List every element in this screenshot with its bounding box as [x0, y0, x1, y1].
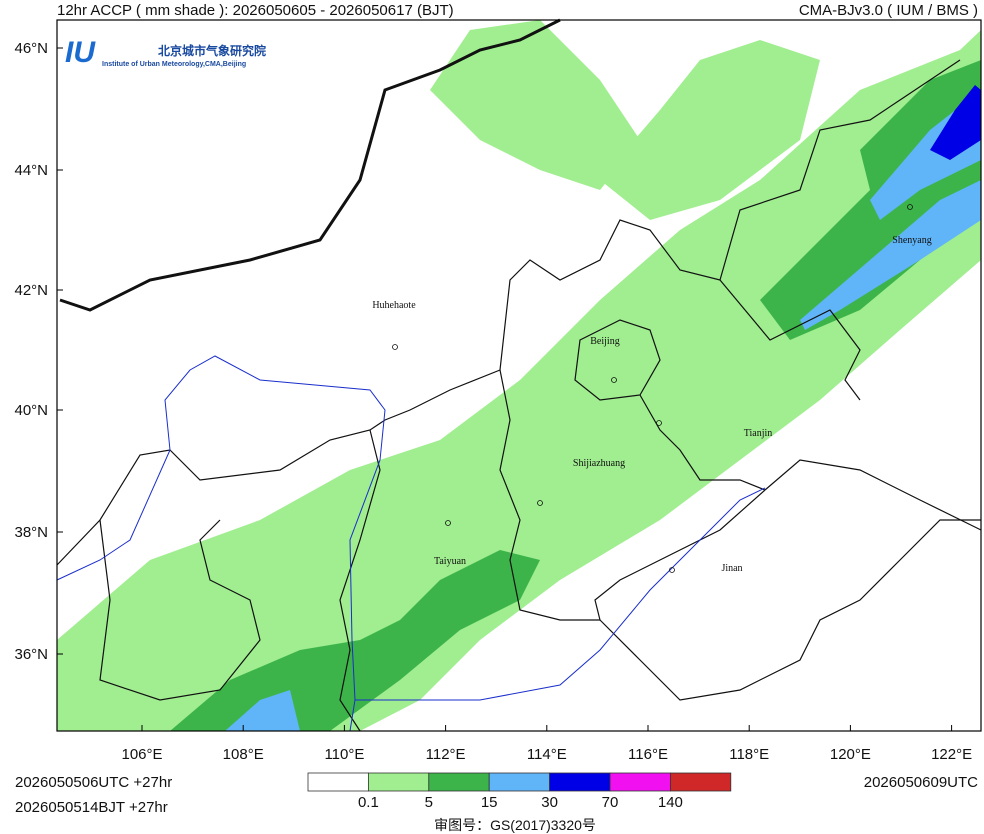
init-bjt: 2026050514BJT +27hr — [15, 799, 168, 816]
valid-time: 2026050609UTC — [864, 774, 978, 791]
lon-label: 110°E — [324, 746, 364, 763]
map-frame — [56, 19, 982, 732]
logo-mark: IU — [65, 36, 96, 69]
colorbar-box — [488, 772, 551, 792]
city-marker — [537, 500, 543, 506]
colorbar-box — [367, 772, 430, 792]
logo: IU 北京城市气象研究院 Institute of Urban Meteorol… — [65, 36, 266, 69]
colorbar-label: 70 — [602, 794, 619, 811]
lon-label: 108°E — [223, 746, 264, 763]
colorbar-box — [549, 772, 611, 792]
city-label: Huhehaote — [372, 300, 416, 311]
city-label: Shenyang — [892, 235, 931, 246]
colorbar-box — [609, 772, 671, 792]
lat-label: 38°N — [14, 524, 48, 541]
colorbar-box — [670, 772, 732, 792]
colorbar-label: 5 — [425, 794, 433, 811]
city-label: Taiyuan — [434, 556, 466, 567]
city-marker — [611, 377, 617, 383]
colorbar-label: 30 — [541, 794, 558, 811]
city-label: Jinan — [721, 563, 742, 574]
rivers — [56, 355, 766, 732]
logo-subtitle: Institute of Urban Meteorology,CMA,Beiji… — [102, 61, 246, 68]
lon-label: 114°E — [527, 746, 567, 763]
lon-label: 122°E — [931, 746, 972, 763]
city-marker — [656, 420, 662, 426]
city-label: Tianjin — [744, 428, 773, 439]
logo-name: 北京城市气象研究院 — [158, 43, 266, 58]
lat-label: 40°N — [14, 402, 48, 419]
lon-label: 112°E — [426, 746, 466, 763]
city-marker — [392, 344, 398, 350]
lat-label: 42°N — [14, 282, 48, 299]
colorbar-box — [307, 772, 369, 792]
init-utc: 2026050506UTC +27hr — [15, 774, 172, 791]
header-right: CMA-BJv3.0 ( IUM / BMS ) — [799, 2, 978, 19]
city-marker — [445, 520, 451, 526]
colorbar-label: 15 — [481, 794, 498, 811]
lon-label: 116°E — [628, 746, 668, 763]
city-label: Beijing — [590, 336, 619, 347]
lon-label: 120°E — [830, 746, 871, 763]
approval: 审图号：GS(2017)3320号 — [434, 817, 596, 833]
colorbar-box — [428, 772, 490, 792]
header-left: 12hr ACCP ( mm shade ): 2026050605 - 202… — [57, 2, 454, 19]
city-marker — [907, 204, 913, 210]
city-marker — [669, 567, 675, 573]
lon-label: 106°E — [121, 746, 162, 763]
precip-shading — [57, 20, 981, 731]
city-label: Shijiazhuang — [573, 458, 625, 469]
colorbar-label: 140 — [658, 794, 683, 811]
borders — [56, 18, 982, 732]
lon-label: 118°E — [729, 746, 769, 763]
lat-label: 44°N — [14, 162, 48, 179]
lat-label: 46°N — [14, 40, 48, 57]
lat-label: 36°N — [14, 646, 48, 663]
colorbar-label: 0.1 — [358, 794, 379, 811]
